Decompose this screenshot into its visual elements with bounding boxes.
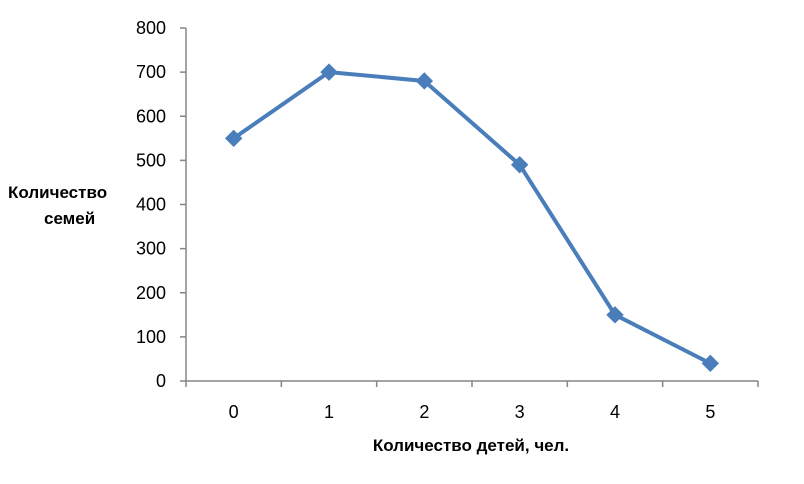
x-tick-label: 2	[419, 402, 429, 422]
y-tick-label: 500	[136, 150, 166, 170]
x-axis-title: Количество детей, чел.	[373, 436, 569, 455]
series-group	[224, 63, 720, 373]
x-axis-ticks	[185, 381, 759, 387]
y-axis-title-line-1: Количество	[8, 183, 107, 202]
y-tick-label: 100	[136, 327, 166, 347]
y-tick-label: 300	[136, 239, 166, 259]
x-tick-label: 4	[610, 402, 620, 422]
y-axis-ticks	[180, 27, 186, 382]
data-point-marker	[320, 63, 338, 81]
data-point-marker	[606, 306, 624, 324]
data-point-marker	[510, 156, 529, 174]
y-axis-tick-labels: 0 100 200 300 400 500 600 700 800	[136, 18, 166, 391]
data-point-marker	[415, 72, 434, 90]
x-tick-label: 5	[705, 402, 715, 422]
data-point-marker	[224, 129, 243, 148]
y-axis-title-line-2: семей	[44, 209, 95, 228]
x-tick-label: 1	[324, 402, 334, 422]
x-tick-label: 0	[229, 402, 239, 422]
y-tick-label: 800	[136, 18, 166, 38]
y-tick-label: 600	[136, 106, 166, 126]
y-tick-label: 0	[156, 371, 166, 391]
series-line	[231, 70, 713, 366]
x-tick-label: 3	[515, 402, 525, 422]
y-tick-label: 400	[136, 195, 166, 215]
y-tick-label: 200	[136, 283, 166, 303]
x-axis-tick-labels: 0 1 2 3 4 5	[229, 402, 716, 422]
y-tick-label: 700	[136, 62, 166, 82]
data-point-marker	[701, 354, 720, 373]
